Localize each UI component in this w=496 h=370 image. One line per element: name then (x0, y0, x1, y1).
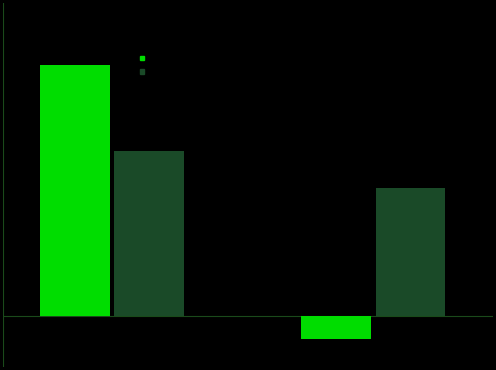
Bar (114, 151, 184, 316)
Legend: , : , (137, 51, 149, 80)
Bar (375, 188, 445, 316)
Bar (40, 65, 110, 316)
Bar (302, 316, 371, 339)
